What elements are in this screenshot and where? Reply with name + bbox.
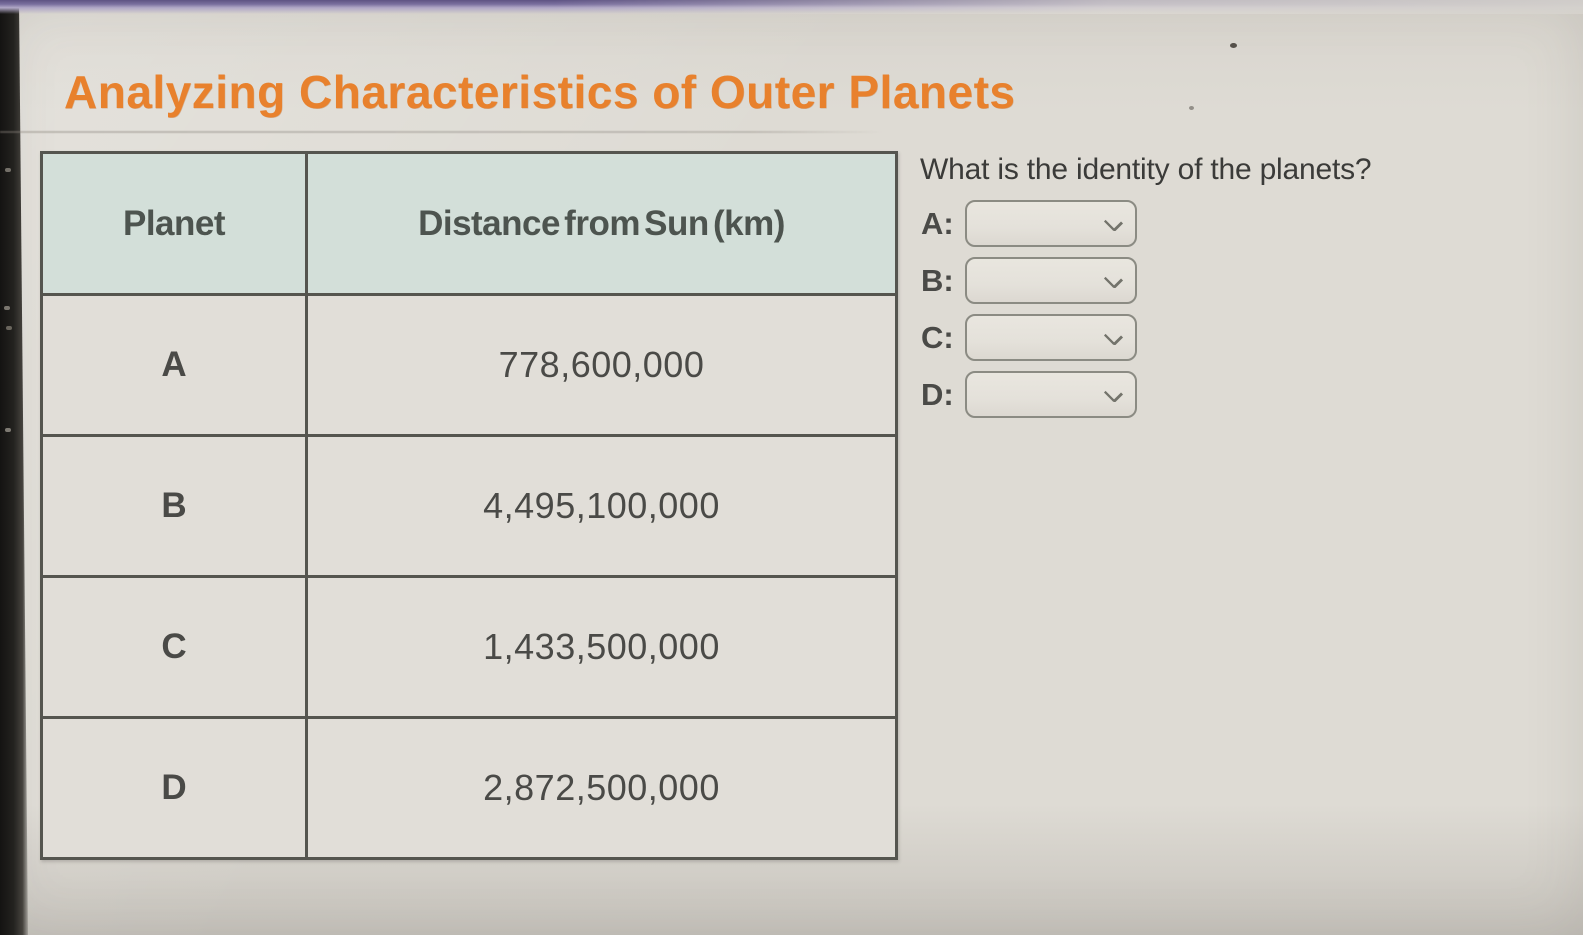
table-header-row: Planet Distance from Sun (km) — [40, 151, 898, 296]
planet-cell: D — [40, 716, 308, 860]
dust-speck — [1230, 43, 1237, 48]
divider-line — [0, 131, 882, 133]
distance-cell: 1,433,500,000 — [305, 575, 898, 719]
question-prompt: What is the identity of the planets? — [920, 153, 1372, 186]
answer-row-b: B: — [921, 257, 1137, 304]
distance-cell: 778,600,000 — [305, 293, 898, 437]
distance-cell: 4,495,100,000 — [305, 434, 898, 578]
planet-distance-table: Planet Distance from Sun (km) A 778,600,… — [40, 151, 898, 860]
answer-label-a: A: — [921, 205, 954, 241]
answer-label-d: D: — [921, 376, 954, 412]
answer-row-c: C: — [921, 314, 1137, 361]
table-row: D 2,872,500,000 — [40, 716, 898, 860]
planet-cell: B — [40, 434, 308, 578]
table-row: A 778,600,000 — [40, 293, 898, 437]
table-row: C 1,433,500,000 — [40, 575, 898, 719]
window-top-bar — [0, 0, 1583, 14]
column-header-distance: Distance from Sun (km) — [305, 151, 898, 296]
answer-label-c: C: — [921, 319, 954, 355]
table-row: B 4,495,100,000 — [40, 434, 898, 578]
planet-cell: A — [40, 293, 308, 437]
answer-row-d: D: — [921, 371, 1137, 418]
distance-cell: 2,872,500,000 — [305, 716, 898, 860]
answer-label-b: B: — [921, 262, 954, 298]
answer-row-a: A: — [921, 200, 1137, 247]
column-header-planet: Planet — [40, 151, 308, 296]
planet-a-select[interactable] — [965, 200, 1137, 247]
dust-speck — [1189, 106, 1194, 110]
screen-bezel-left — [0, 0, 28, 935]
planet-c-select[interactable] — [965, 314, 1137, 361]
page-title: Analyzing Characteristics of Outer Plane… — [64, 65, 1016, 118]
planet-d-select[interactable] — [965, 371, 1137, 418]
planet-cell: C — [40, 575, 308, 719]
planet-b-select[interactable] — [965, 257, 1137, 304]
